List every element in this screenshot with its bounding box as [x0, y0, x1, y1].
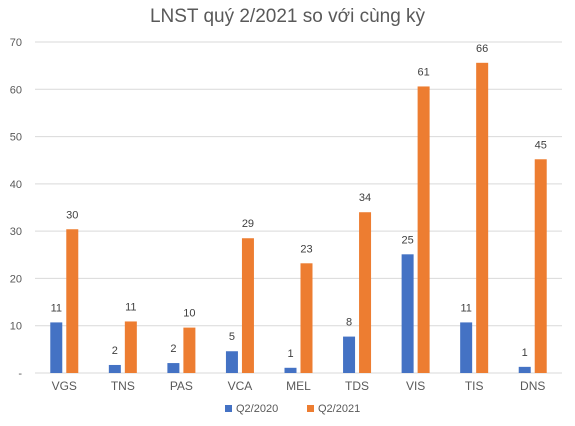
category-label: TNS — [111, 379, 135, 393]
category-label: MEL — [286, 379, 311, 393]
bar-Q2/2021 — [66, 229, 79, 373]
data-label: 11 — [51, 302, 62, 314]
data-label: 2 — [112, 345, 118, 357]
category-label: DNS — [520, 379, 545, 393]
legend-swatch — [307, 405, 314, 412]
legend-label: Q2/2020 — [236, 403, 278, 415]
category-label: PAS — [170, 379, 193, 393]
legend-label: Q2/2021 — [318, 403, 360, 415]
bar-Q2/2021 — [241, 238, 254, 373]
data-label: 29 — [242, 218, 254, 230]
data-label: 66 — [476, 43, 488, 55]
y-tick-label: 40 — [10, 179, 22, 191]
data-label: 45 — [535, 139, 547, 151]
bar-Q2/2020 — [108, 364, 121, 373]
y-tick-label: 30 — [10, 226, 22, 238]
data-label: 30 — [66, 209, 78, 221]
bar-Q2/2021 — [300, 263, 313, 373]
bar-Q2/2021 — [124, 321, 137, 373]
y-tick-label: 10 — [10, 321, 22, 333]
bar-Q2/2021 — [534, 159, 547, 373]
data-label: 25 — [401, 234, 413, 246]
bar-Q2/2020 — [518, 366, 531, 373]
category-label: VGS — [52, 379, 77, 393]
bar-Q2/2020 — [50, 322, 63, 373]
category-label: VIS — [406, 379, 425, 393]
bar-Q2/2020 — [401, 254, 414, 373]
bar-Q2/2021 — [476, 62, 489, 373]
y-tick-label: 20 — [10, 273, 22, 285]
y-tick-label: - — [18, 368, 22, 380]
category-label: TDS — [345, 379, 369, 393]
data-label: 34 — [359, 192, 371, 204]
y-tick-label: 60 — [10, 84, 22, 96]
bar-Q2/2020 — [225, 351, 238, 373]
chart-title: LNST quý 2/2021 so với cùng kỳ — [149, 6, 426, 27]
category-label: VCA — [228, 379, 253, 393]
bar-Q2/2020 — [284, 367, 297, 373]
bar-Q2/2020 — [343, 336, 356, 373]
y-tick-label: 50 — [10, 132, 22, 144]
bar-Q2/2021 — [359, 212, 372, 373]
bar-Q2/2021 — [183, 327, 196, 373]
data-label: 1 — [287, 348, 293, 360]
bar-Q2/2020 — [167, 363, 180, 373]
data-label: 1 — [522, 347, 528, 359]
data-label: 8 — [346, 317, 352, 329]
bar-Q2/2020 — [460, 322, 473, 373]
data-label: 11 — [460, 302, 471, 314]
y-tick-label: 70 — [10, 37, 22, 49]
data-label: 11 — [125, 301, 136, 313]
category-label: TIS — [465, 379, 484, 393]
data-label: 5 — [229, 331, 235, 343]
legend-swatch — [225, 405, 232, 412]
data-label: 23 — [300, 243, 312, 255]
data-label: 61 — [417, 66, 429, 78]
bar-Q2/2021 — [417, 86, 430, 373]
data-label: 2 — [170, 343, 176, 355]
data-label: 10 — [183, 308, 195, 320]
